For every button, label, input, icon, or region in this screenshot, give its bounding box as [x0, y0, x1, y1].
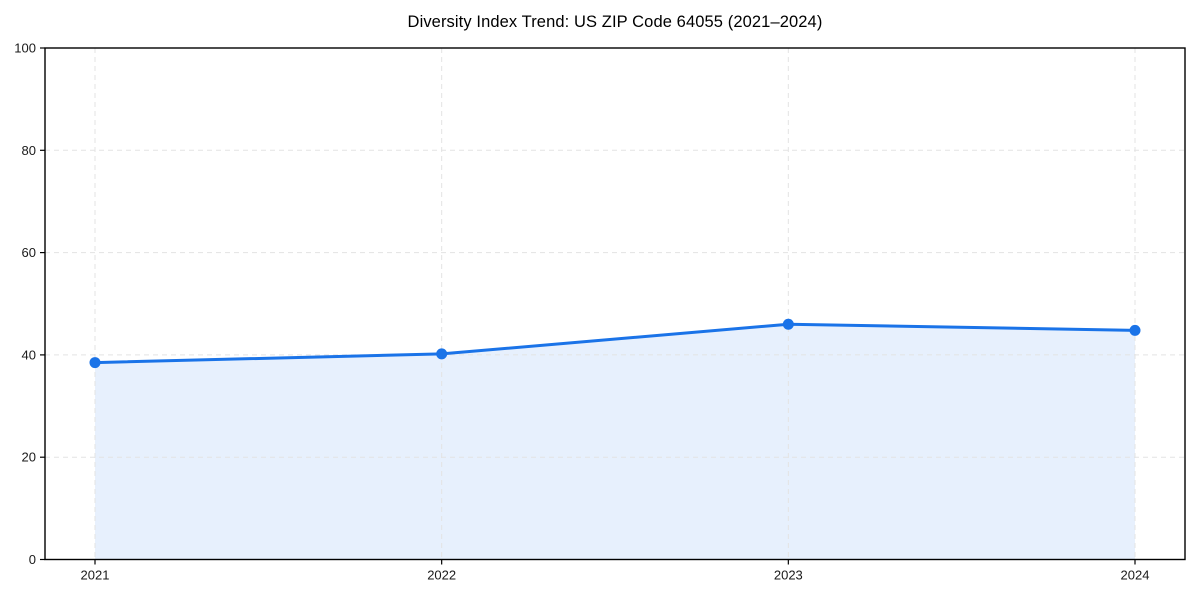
data-point-marker	[436, 348, 448, 360]
y-axis-tick-label: 0	[29, 552, 36, 567]
x-axis-tick-label: 2024	[1121, 568, 1150, 583]
area-fill	[95, 324, 1135, 560]
y-axis-tick-label: 100	[14, 41, 36, 56]
chart-title: Diversity Index Trend: US ZIP Code 64055…	[407, 13, 823, 31]
data-point-marker	[1129, 324, 1141, 336]
plot-border	[44, 47, 1186, 561]
x-axis-tick-label: 2021	[81, 568, 110, 583]
y-axis-tick-label: 60	[22, 245, 36, 260]
data-point-marker	[782, 318, 794, 330]
x-axis-tick-label: 2023	[774, 568, 803, 583]
y-axis-tick-label: 40	[22, 347, 36, 362]
y-axis-tick-label: 80	[22, 143, 36, 158]
data-point-marker	[89, 357, 101, 369]
x-axis-tick-label: 2022	[427, 568, 456, 583]
y-axis-tick-label: 20	[22, 450, 36, 465]
trend-line	[93, 322, 1137, 365]
